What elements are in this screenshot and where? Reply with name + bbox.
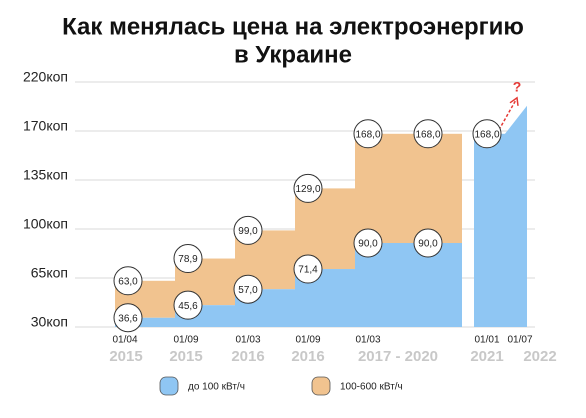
value-circle: [173, 244, 203, 274]
x-tick-label: 01/04: [112, 335, 137, 346]
value-label: 57,0: [238, 285, 258, 296]
year-label: 2022: [523, 348, 556, 365]
value-label: 36,6: [118, 313, 138, 324]
value-label: 45,6: [178, 301, 198, 312]
value-circle: [293, 254, 323, 284]
value-label: 99,0: [238, 226, 258, 237]
y-tick-label: 65коп: [31, 265, 68, 281]
value-circle: [413, 228, 443, 258]
value-label: 90,0: [418, 239, 438, 250]
annotation: ?: [513, 79, 522, 95]
x-tick-label: 01/01: [474, 335, 499, 346]
value-label: 90,0: [358, 239, 378, 250]
legend-swatch: [311, 376, 331, 396]
year-label: 2016: [291, 348, 324, 365]
value-circle: [353, 119, 383, 149]
value-label: 78,9: [178, 254, 198, 265]
value-circle: [293, 173, 323, 203]
value-circle: [233, 215, 263, 245]
x-tick-label: 01/09: [295, 335, 320, 346]
y-tick-label: 100коп: [23, 216, 68, 232]
y-tick-label: 135коп: [23, 167, 68, 183]
value-circle: [113, 303, 143, 333]
step-bar: [415, 243, 462, 327]
value-label: 71,4: [298, 265, 318, 276]
legend-label: 100-600 кВт/ч: [340, 382, 403, 393]
step-bar: [415, 133, 462, 243]
value-label: 168,0: [415, 129, 440, 140]
value-label: 129,0: [295, 184, 320, 195]
value-circle: [353, 228, 383, 258]
legend-swatch: [159, 376, 179, 396]
legend-label: до 100 кВт/ч: [188, 382, 245, 393]
year-label: 2015: [169, 348, 202, 365]
trend-tail: [505, 105, 527, 327]
year-label: 2016: [231, 348, 264, 365]
value-circle: [113, 266, 143, 296]
chart-subtitle: в Украине: [234, 41, 352, 68]
x-tick-label: 01/03: [355, 335, 380, 346]
value-circle: [472, 119, 502, 149]
x-tick-label: 01/07: [507, 335, 532, 346]
trend-arrow-head: [509, 96, 519, 106]
year-label: 2021: [470, 348, 503, 365]
value-circle: [413, 119, 443, 149]
value-label: 168,0: [355, 129, 380, 140]
trend-arrow: [498, 99, 517, 131]
y-tick-label: 170коп: [23, 118, 68, 134]
step-bar: [355, 133, 415, 243]
value-circle: [173, 290, 203, 320]
chart-title: Как менялась цена на электроэнергию: [62, 13, 524, 40]
year-label: 2017 - 2020: [358, 348, 438, 365]
value-circle: [233, 274, 263, 304]
y-tick-label: 30коп: [31, 314, 68, 330]
step-bar: [115, 317, 175, 327]
value-label: 63,0: [118, 276, 138, 287]
step-bar: [474, 133, 505, 327]
x-tick-label: 01/03: [235, 335, 260, 346]
value-label: 168,0: [474, 129, 499, 140]
year-label: 2015: [109, 348, 142, 365]
y-tick-label: 220коп: [23, 69, 68, 85]
x-tick-label: 01/09: [173, 335, 198, 346]
